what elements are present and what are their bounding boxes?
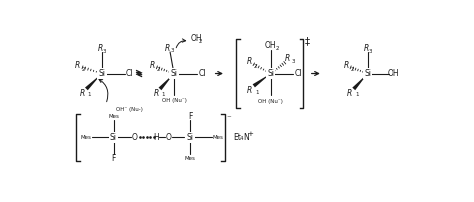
Text: H: H [153,133,159,142]
Text: ‡: ‡ [305,36,310,46]
Text: Cl: Cl [294,69,301,78]
Text: 2: 2 [82,67,85,72]
Text: F: F [111,154,116,163]
Polygon shape [253,74,271,87]
Text: 2: 2 [199,39,202,44]
Text: Si: Si [364,69,371,78]
Text: 2: 2 [276,46,280,51]
Text: OH (Nu⁻): OH (Nu⁻) [162,98,186,103]
Text: 1: 1 [88,92,91,97]
Text: 3: 3 [292,59,295,64]
Text: Si: Si [171,69,177,78]
Text: R: R [165,44,170,53]
Text: OH: OH [387,69,399,78]
Text: Mes: Mes [108,114,119,119]
Polygon shape [352,74,368,90]
Text: R: R [343,61,348,69]
Text: R: R [364,44,369,53]
Text: OH (Nu⁻): OH (Nu⁻) [258,99,283,104]
Text: Si: Si [110,133,117,142]
Text: Mes: Mes [80,135,91,140]
Text: 1: 1 [355,92,359,97]
Text: Si: Si [187,133,194,142]
Text: Cl: Cl [126,69,134,78]
Text: 2: 2 [254,64,257,69]
Text: R: R [247,86,253,95]
Text: R: R [347,89,353,98]
Text: +: + [247,131,254,137]
Text: 2: 2 [350,67,354,72]
Text: ⁻: ⁻ [227,114,231,123]
Text: OH: OH [265,41,277,50]
Text: R: R [98,44,103,53]
Text: F: F [188,112,192,121]
Polygon shape [85,74,102,90]
Text: 3: 3 [368,49,372,54]
Text: 4: 4 [240,137,243,141]
Text: R: R [285,54,291,63]
Text: R: R [80,89,85,98]
Text: 2: 2 [157,67,160,72]
Text: R: R [150,61,155,69]
Text: O: O [165,133,172,142]
Text: Et: Et [233,133,241,142]
Text: R: R [75,61,81,69]
Text: 3: 3 [171,48,174,53]
Text: 1: 1 [255,90,259,95]
Text: R: R [154,89,159,98]
Text: Cl: Cl [199,69,206,78]
Text: OH: OH [191,34,202,43]
Text: OH⁻ (Nu-): OH⁻ (Nu-) [116,107,143,112]
Text: Mes: Mes [213,135,224,140]
Text: 3: 3 [102,49,106,54]
Text: O: O [131,133,137,142]
Text: N: N [243,133,249,142]
Text: Si: Si [99,69,105,78]
Text: R: R [246,57,252,66]
Text: Mes: Mes [185,156,196,161]
Text: 1: 1 [161,92,165,97]
Polygon shape [159,74,174,90]
Text: Si: Si [267,69,274,78]
